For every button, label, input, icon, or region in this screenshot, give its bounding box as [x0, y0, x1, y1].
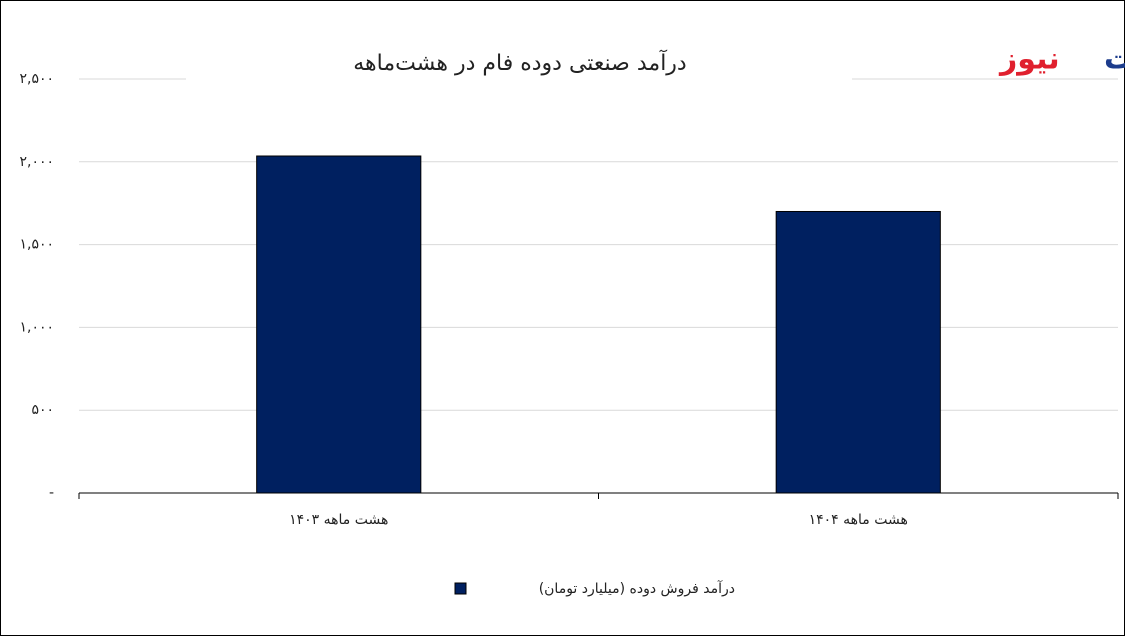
y-tick-label: ۲,۰۰۰ [19, 154, 54, 170]
bar [256, 155, 422, 494]
title-bg [186, 40, 852, 92]
y-tick-label: ۵۰۰ [31, 402, 54, 418]
legend-swatch [454, 582, 467, 595]
y-tick-label: ۱,۰۰۰ [19, 319, 54, 335]
y-tick-label: ۱,۵۰۰ [19, 237, 54, 253]
y-tick-label: - [49, 485, 54, 501]
chart-title: درآمد صنعتی دوده فام در هشت‌ماهه [353, 49, 686, 76]
legend-label: درآمد فروش دوده (میلیارد تومان) [539, 580, 735, 597]
y-tick-label: ۲,۵۰۰ [19, 71, 54, 87]
logo-part: تجارت [1104, 42, 1125, 77]
x-tick-label: هشت ماهه ۱۴۰۴ [809, 512, 908, 528]
logo-part: نیوز [998, 42, 1060, 77]
bar [775, 210, 941, 494]
x-tick-label: هشت ماهه ۱۴۰۳ [289, 512, 388, 528]
